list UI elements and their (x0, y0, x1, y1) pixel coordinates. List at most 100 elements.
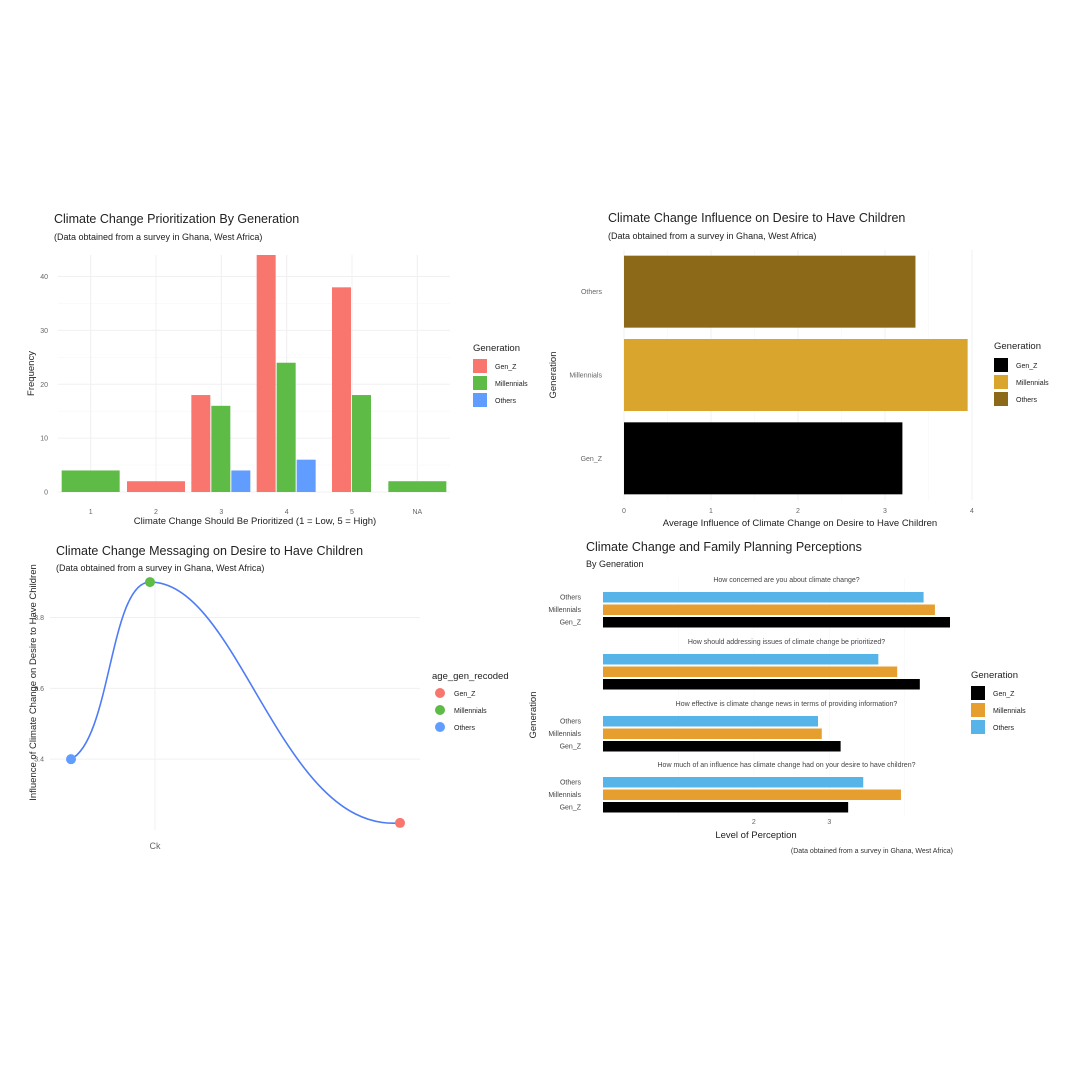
chart4-y-tick-label: Millennials (548, 731, 581, 738)
chart1-x-axis-label: Climate Change Should Be Prioritized (1 … (134, 516, 376, 527)
chart3-legend-label: Others (454, 725, 476, 732)
chart2-y-tick-label: Gen_Z (581, 456, 603, 463)
chart4-facet-question: How concerned are you about climate chan… (713, 577, 859, 584)
chart3-subtitle: (Data obtained from a survey in Ghana, W… (56, 563, 265, 573)
chart4-y-tick-label: Gen_Z (560, 805, 582, 812)
chart2-y-axis-label: Generation (548, 351, 559, 398)
chart1-title: Climate Change Prioritization By Generat… (54, 212, 300, 226)
chart3-point-gen_z (395, 817, 405, 828)
chart1-x-tick-label: 5 (350, 509, 354, 516)
chart4-bar-gen_z (603, 741, 841, 752)
chart1-legend-key-others (473, 393, 487, 407)
chart1-y-tick-label: 10 (40, 436, 48, 443)
chart1-y-tick-label: 40 (40, 274, 48, 281)
chart4-y-tick-label: Gen_Z (560, 620, 582, 627)
chart4-y-tick-label: Millennials (548, 792, 581, 799)
chart3-legend-title: age_gen_recoded (432, 671, 509, 682)
chart2-legend-key-others (994, 392, 1008, 406)
chart1-bar-millennials (276, 362, 296, 492)
chart4-bar-millennials (603, 604, 935, 615)
chart1-x-tick-label: NA (412, 509, 422, 516)
chart2-x-tick-label: 2 (796, 508, 800, 515)
chart3-y-tick-label: 3.8 (34, 615, 44, 622)
chart4-bar-others (603, 592, 924, 603)
chart4-legend-key-gen_z (971, 686, 985, 700)
chart4-bar-others (603, 716, 818, 727)
chart1-x-tick-label: 2 (154, 509, 158, 516)
chart2-bar-gen_z (624, 422, 903, 495)
chart4-subtitle: By Generation (586, 559, 644, 569)
chart3-legend-label: Millennials (454, 708, 487, 715)
chart3-x-tick-label: Ck (150, 841, 161, 851)
chart1-legend-key-millennials (473, 376, 487, 390)
chart4-bar-others (603, 777, 864, 788)
chart1-bar-others (231, 470, 251, 492)
chart4-y-tick-label: Millennials (548, 607, 581, 614)
chart2-x-tick-label: 0 (622, 508, 626, 515)
chart2-horizontal-bar-chart: 0 1 2 3 4 Gen_Z Millennials Others Average Influ… (548, 250, 1049, 529)
chart2-x-axis-label: Average Influence of Climate Change on D… (663, 518, 937, 529)
chart4-legend-label: Millennials (993, 708, 1026, 715)
chart4-facet-question: How should addressing issues of climate … (688, 639, 885, 646)
chart4-y-tick-label: Gen_Z (560, 744, 582, 751)
chart1-bar-gen_z (256, 255, 276, 492)
chart4-y-tick-label: Others (560, 780, 582, 787)
chart2-bar-millennials (624, 339, 968, 411)
chart4-legend-key-others (971, 720, 985, 734)
chart2-legend-label: Millennials (1016, 380, 1049, 387)
chart2-bar-others (624, 255, 916, 328)
chart1-y-tick-label: 30 (40, 328, 48, 335)
chart1-y-tick-label: 20 (40, 382, 48, 389)
chart1-bar-gen_z (191, 395, 211, 492)
chart1-legend-key-gen_z (473, 359, 487, 373)
chart2-subtitle: (Data obtained from a survey in Ghana, W… (608, 231, 817, 241)
chart2-x-tick-label: 3 (883, 508, 887, 515)
chart1-bar-millennials (388, 481, 447, 492)
chart4-bar-others (603, 654, 879, 665)
chart4-bar-millennials (603, 666, 898, 677)
chart3-y-axis-label: Influence of Climate Change on Desire to… (28, 564, 39, 801)
chart3-y-tick-label: 3.4 (34, 757, 44, 764)
chart3-y-tick-label: 3.6 (34, 686, 44, 693)
chart1-subtitle: (Data obtained from a survey in Ghana, W… (54, 232, 263, 242)
chart3-title: Climate Change Messaging on Desire to Ha… (56, 544, 364, 558)
chart2-y-tick-label: Millennials (569, 373, 602, 380)
chart4-bar-millennials (603, 728, 822, 739)
chart3-legend-label: Gen_Z (454, 691, 476, 698)
chart1-y-axis-label: Frequency (26, 351, 37, 396)
chart3-legend-key-others (435, 722, 445, 732)
chart4-x-tick-label: 2 (752, 819, 756, 826)
chart2-x-tick-label: 1 (709, 508, 713, 515)
chart4-y-tick-label: Others (560, 595, 582, 602)
chart1-legend-label: Others (495, 398, 517, 405)
chart4-facet-question: How much of an influence has climate cha… (658, 762, 916, 769)
chart2-title: Climate Change Influence on Desire to Ha… (608, 211, 906, 225)
chart4-bar-millennials (603, 789, 901, 800)
chart3-line-chart: 3.4 3.6 3.8 Ck Influence of Climate Change o… (28, 564, 509, 851)
chart2-legend-title: Generation (994, 341, 1041, 352)
chart3-point-millennials (144, 577, 155, 588)
chart4-legend-title: Generation (971, 670, 1018, 681)
chart1-y-tick-label: 0 (44, 490, 48, 497)
chart4-bar-gen_z (603, 679, 920, 690)
chart2-legend-label: Gen_Z (1016, 363, 1038, 370)
chart1-legend-label: Gen_Z (495, 364, 517, 371)
chart2-y-tick-label: Others (581, 289, 603, 296)
chart3-point-others (66, 754, 76, 765)
chart4-y-tick-label: Others (560, 719, 582, 726)
chart4-x-axis-label: Level of Perception (715, 830, 796, 841)
chart4-grouped-bar-chart: How concerned are you about climate chan… (528, 577, 1026, 855)
chart4-legend-key-millennials (971, 703, 985, 717)
chart1-bar-chart: 0 10 20 30 40 1 2 3 4 5 NA Climate Change Should Be… (26, 255, 528, 527)
chart1-bar-millennials (211, 405, 231, 492)
chart4-caption: (Data obtained from a survey in Ghana, W… (791, 848, 953, 855)
chart4-y-axis-label: Generation (528, 691, 539, 738)
chart2-legend-key-gen_z (994, 358, 1008, 372)
chart1-legend-title: Generation (473, 343, 520, 354)
chart4-legend-label: Others (993, 725, 1015, 732)
chart4-title: Climate Change and Family Planning Perce… (586, 540, 862, 554)
chart4-legend-label: Gen_Z (993, 691, 1015, 698)
chart4-facet-question: How effective is climate change news in … (676, 701, 898, 708)
chart1-bar-gen_z (332, 287, 351, 492)
chart1-bar-others (296, 459, 316, 492)
